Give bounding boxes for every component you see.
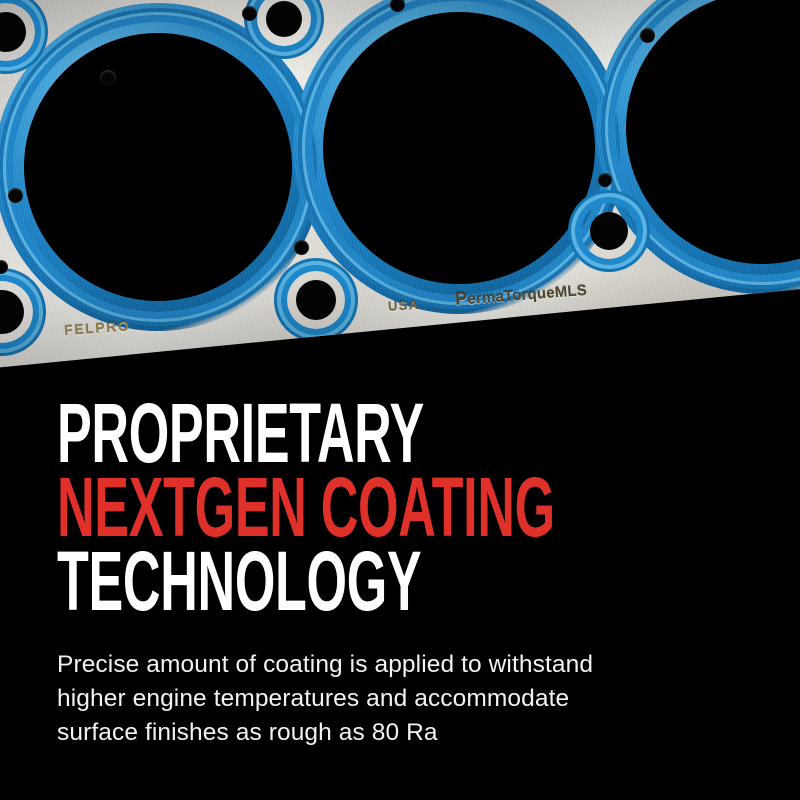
bolt-hole-8 [0,260,8,274]
headline-line-3: Technology [57,534,422,628]
coolant-port-center-right [590,212,628,250]
body-paragraph: Precise amount of coating is applied to … [57,651,594,746]
cylinder-bore-2 [293,0,625,314]
bolt-hole-2 [242,6,257,21]
cylinder-bore-1 [0,3,322,331]
bolt-hole-1 [100,70,116,86]
coolant-port-lower-left [0,290,24,334]
coolant-port-center-left [266,1,302,37]
headline-line-1: Proprietary [57,386,424,480]
product-photo: FELPRO USA PermaTorqueMLS [0,0,800,369]
coolant-port-left [0,12,26,52]
bolt-hole-3 [390,0,405,12]
coolant-port-lower-center [296,280,336,320]
copy-block: Proprietary NextGen Coating Technology P… [57,386,757,746]
bolt-hole-6 [598,173,612,187]
gasket-origin-marking: USA [387,296,420,315]
bolt-hole-4 [640,28,655,43]
bolt-hole-5 [294,240,309,255]
headline-line-2: NextGen Coating [57,460,555,554]
bolt-hole-7 [8,188,23,203]
